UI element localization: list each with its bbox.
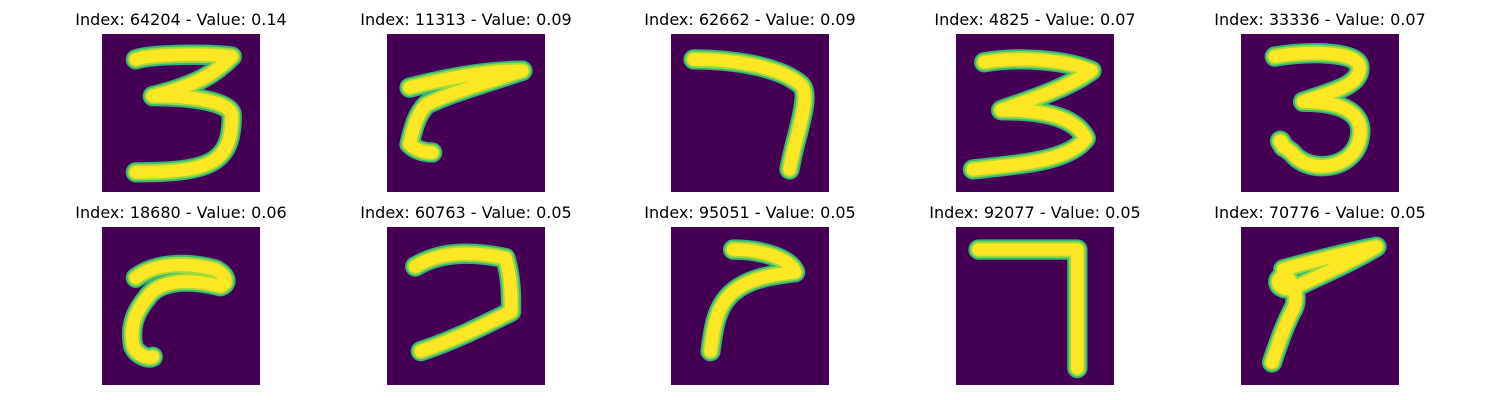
panel-6: Index: 60763 - Value: 0.05 bbox=[316, 193, 616, 385]
panel-3: Index: 4825 - Value: 0.07 bbox=[885, 0, 1185, 192]
digit-stroke bbox=[966, 53, 1098, 176]
panel-title: Index: 4825 - Value: 0.07 bbox=[934, 10, 1136, 29]
panel-1: Index: 11313 - Value: 0.09 bbox=[316, 0, 616, 192]
digit-image bbox=[956, 34, 1114, 192]
panel-title: Index: 11313 - Value: 0.09 bbox=[360, 10, 572, 29]
digit-stroke bbox=[1265, 240, 1383, 369]
digit-image bbox=[671, 34, 829, 192]
panel-5: Index: 18680 - Value: 0.06 bbox=[31, 193, 331, 385]
panel-0: Index: 64204 - Value: 0.14 bbox=[31, 0, 331, 192]
digit-image bbox=[1241, 34, 1399, 192]
digit-image bbox=[387, 227, 545, 385]
digit-stroke bbox=[687, 53, 811, 176]
panel-title: Index: 18680 - Value: 0.06 bbox=[75, 203, 287, 222]
digit-stroke bbox=[704, 243, 802, 358]
digit-stroke bbox=[129, 48, 238, 179]
panel-title: Index: 92077 - Value: 0.05 bbox=[929, 203, 1141, 222]
panel-title: Index: 64204 - Value: 0.14 bbox=[75, 10, 287, 29]
panel-4: Index: 33336 - Value: 0.07 bbox=[1170, 0, 1470, 192]
panel-7: Index: 95051 - Value: 0.05 bbox=[600, 193, 900, 385]
panel-title: Index: 70776 - Value: 0.05 bbox=[1214, 203, 1426, 222]
digit-image bbox=[671, 227, 829, 385]
panel-title: Index: 62662 - Value: 0.09 bbox=[644, 10, 856, 29]
digit-image bbox=[1241, 227, 1399, 385]
digit-image bbox=[956, 227, 1114, 385]
digit-stroke bbox=[409, 247, 518, 358]
panel-title: Index: 60763 - Value: 0.05 bbox=[360, 203, 572, 222]
panel-8: Index: 92077 - Value: 0.05 bbox=[885, 193, 1185, 385]
digit-stroke bbox=[972, 243, 1084, 375]
digit-image bbox=[102, 227, 260, 385]
panel-9: Index: 70776 - Value: 0.05 bbox=[1170, 193, 1470, 385]
panel-title: Index: 95051 - Value: 0.05 bbox=[644, 203, 856, 222]
digit-image bbox=[387, 34, 545, 192]
digit-stroke bbox=[1268, 46, 1367, 173]
panel-2: Index: 62662 - Value: 0.09 bbox=[600, 0, 900, 192]
digit-image bbox=[102, 34, 260, 192]
panel-title: Index: 33336 - Value: 0.07 bbox=[1214, 10, 1426, 29]
digit-stroke bbox=[403, 64, 529, 159]
digit-stroke bbox=[125, 258, 232, 364]
